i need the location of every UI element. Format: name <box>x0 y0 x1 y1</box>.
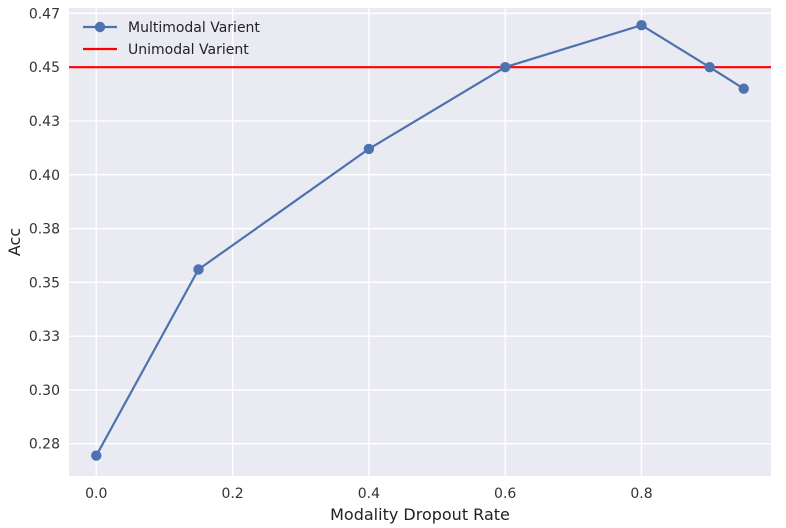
y-tick-label: 0.40 <box>29 168 60 184</box>
legend-unimodal-label: Unimodal Varient <box>128 42 249 58</box>
y-tick-label: 0.45 <box>29 60 60 76</box>
y-tick-labels: 0.28 0.30 0.33 0.35 0.38 0.40 0.43 0.45 0.47 <box>29 6 60 452</box>
y-tick-label: 0.35 <box>29 275 60 291</box>
x-tick-labels: 0.0 0.2 0.4 0.6 0.8 <box>85 486 653 502</box>
x-tick-label: 0.2 <box>221 486 243 502</box>
x-tick-label: 0.0 <box>85 486 107 502</box>
y-tick-label: 0.38 <box>29 222 60 238</box>
multimodal-point <box>363 143 375 155</box>
legend-multimodal-marker-swatch <box>94 21 106 33</box>
legend-multimodal-label: Multimodal Varient <box>128 20 260 36</box>
y-tick-label: 0.43 <box>29 114 60 130</box>
multimodal-point <box>91 450 102 461</box>
x-axis-title: Modality Dropout Rate <box>330 505 510 524</box>
y-tick-label: 0.30 <box>29 383 60 399</box>
y-axis-title: Acc <box>5 228 24 256</box>
y-tick-label: 0.28 <box>29 437 60 453</box>
series-layer <box>69 20 771 461</box>
x-tick-label: 0.8 <box>630 486 652 502</box>
multimodal-point <box>636 20 647 31</box>
multimodal-point <box>738 83 749 94</box>
plot-background <box>69 8 771 476</box>
multimodal-point <box>704 61 715 73</box>
x-tick-label: 0.4 <box>358 486 380 502</box>
y-tick-label: 0.33 <box>29 329 60 345</box>
legend: Multimodal Varient Unimodal Varient <box>83 20 260 58</box>
y-tick-label: 0.47 <box>29 6 60 22</box>
multimodal-point <box>499 61 511 73</box>
multimodal-point <box>193 264 204 275</box>
x-tick-label: 0.6 <box>494 486 516 502</box>
